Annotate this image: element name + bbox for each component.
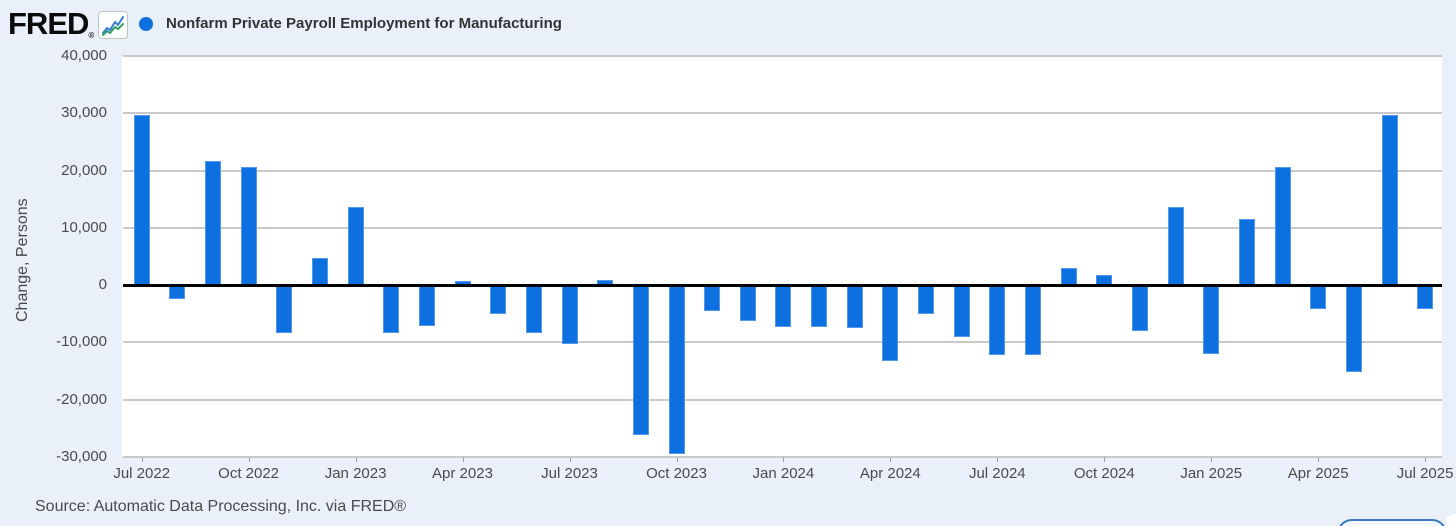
registered-mark: ®: [88, 31, 94, 40]
x-tick-mark: [355, 457, 357, 462]
bar-mar-2024[interactable]: [846, 285, 863, 329]
x-tick-mark: [1104, 457, 1106, 462]
x-tick-label: Apr 2023: [432, 465, 493, 482]
y-tick-label: 0: [98, 276, 107, 294]
y-tick-label: 20,000: [61, 161, 107, 179]
x-tick-label: Jul 2023: [541, 465, 598, 482]
bar-sep-2022[interactable]: [205, 161, 221, 286]
bar-apr-2025[interactable]: [1310, 285, 1327, 310]
bar-mar-2023[interactable]: [418, 285, 435, 327]
x-tick-mark: [997, 457, 999, 462]
y-tick-label: -10,000: [56, 333, 107, 351]
x-tick-label: Apr 2025: [1287, 465, 1349, 482]
fred-logo[interactable]: FRED®: [8, 6, 94, 48]
x-tick-mark: [1211, 457, 1213, 462]
bar-nov-2024[interactable]: [1131, 285, 1148, 332]
plot-area: [122, 56, 1442, 457]
bar-jul-2024[interactable]: [989, 285, 1006, 355]
bar-nov-2023[interactable]: [704, 285, 721, 311]
x-tick-mark: [783, 457, 785, 462]
bar-sep-2023[interactable]: [632, 285, 649, 436]
bar-dec-2022[interactable]: [311, 258, 328, 286]
source-note: Source: Automatic Data Processing, Inc. …: [35, 498, 407, 515]
gridline: [123, 456, 1442, 458]
partial-corner-element: [1446, 514, 1456, 526]
y-tick-label: -20,000: [56, 390, 107, 408]
bar-nov-2022[interactable]: [276, 285, 293, 333]
gridline: [123, 226, 1442, 229]
y-tick-label: 10,000: [61, 218, 107, 236]
bar-aug-2022[interactable]: [169, 285, 186, 299]
x-tick-mark: [1318, 457, 1320, 462]
legend-marker-icon[interactable]: [139, 17, 153, 31]
gridline: [123, 169, 1442, 172]
bar-mar-2025[interactable]: [1274, 167, 1291, 286]
series-title[interactable]: Nonfarm Private Payroll Employment for M…: [166, 15, 562, 32]
x-tick-mark: [569, 457, 571, 462]
x-tick-label: Jul 2025: [1396, 465, 1454, 482]
bar-oct-2023[interactable]: [668, 285, 685, 455]
bar-oct-2022[interactable]: [240, 167, 257, 286]
x-tick-mark: [141, 457, 143, 462]
x-tick-label: Apr 2024: [859, 465, 921, 482]
bar-may-2025[interactable]: [1345, 285, 1362, 372]
partial-button[interactable]: [1337, 519, 1447, 526]
bar-dec-2024[interactable]: [1167, 207, 1184, 286]
y-tick-label: 40,000: [61, 47, 107, 64]
bar-jun-2023[interactable]: [525, 285, 542, 333]
x-tick-mark: [890, 457, 892, 462]
bar-jul-2023[interactable]: [561, 285, 578, 345]
bar-jun-2024[interactable]: [953, 285, 970, 338]
bar-jun-2025[interactable]: [1381, 115, 1398, 286]
bar-feb-2025[interactable]: [1238, 218, 1255, 286]
x-tick-label: Oct 2023: [646, 465, 707, 482]
x-tick-mark: [248, 457, 250, 462]
y-tick-label: 30,000: [61, 104, 107, 122]
gridline: [123, 55, 1442, 57]
x-tick-label: Jan 2025: [1180, 465, 1243, 482]
gridline: [123, 398, 1442, 401]
bar-may-2023[interactable]: [490, 285, 507, 315]
x-tick-mark: [462, 457, 464, 462]
bar-jan-2025[interactable]: [1203, 285, 1220, 355]
x-tick-mark: [676, 457, 678, 462]
gridline: [123, 341, 1442, 344]
bar-feb-2024[interactable]: [811, 285, 827, 328]
bar-apr-2024[interactable]: [882, 285, 899, 362]
x-tick-mark: [1425, 457, 1427, 462]
bar-feb-2023[interactable]: [383, 285, 400, 333]
x-tick-label: Jan 2024: [752, 465, 815, 482]
bar-dec-2023[interactable]: [739, 285, 756, 322]
y-tick-label: -30,000: [56, 448, 107, 465]
x-tick-label: Jul 2022: [113, 465, 171, 482]
bar-may-2024[interactable]: [918, 285, 934, 315]
fred-sparkline-icon: [98, 11, 128, 39]
x-tick-label: Jul 2024: [968, 465, 1026, 482]
bar-jan-2023[interactable]: [347, 207, 364, 286]
bar-jul-2025[interactable]: [1417, 285, 1434, 310]
x-tick-label: Oct 2022: [218, 465, 280, 482]
bar-aug-2024[interactable]: [1025, 285, 1041, 355]
x-tick-label: Jan 2023: [324, 465, 387, 482]
bar-jan-2024[interactable]: [775, 285, 792, 327]
gridline: [123, 112, 1442, 115]
bar-jul-2022[interactable]: [133, 115, 150, 286]
x-tick-label: Oct 2024: [1073, 465, 1135, 482]
zero-line: [123, 283, 1442, 287]
fred-logo-text: FRED: [8, 6, 89, 41]
